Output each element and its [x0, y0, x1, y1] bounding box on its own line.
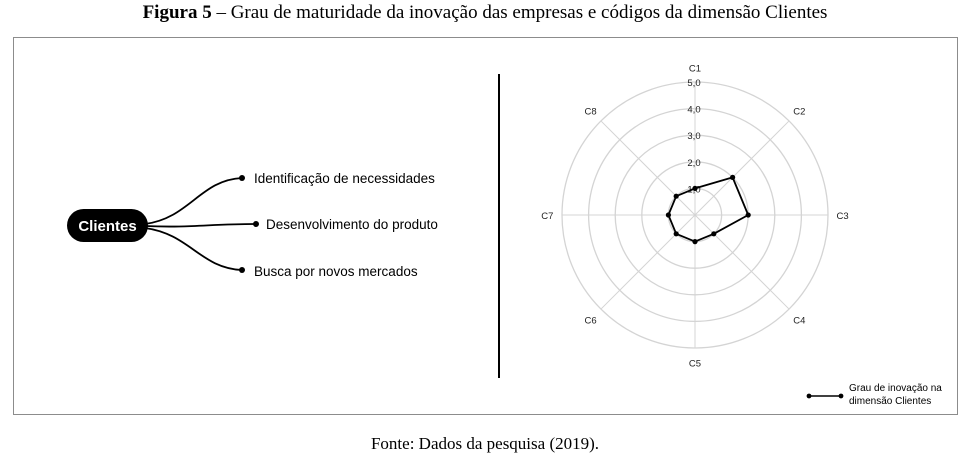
radar-ring-5 [561, 81, 829, 349]
branch-label-3: Busca por novos mercados [254, 264, 418, 279]
radar-point-c6 [673, 231, 679, 237]
figure-caption: Figura 5 – Grau de maturidade da inovaçã… [0, 2, 970, 24]
radar-tick-label: 3,0 [687, 131, 700, 142]
radar-axis-label-c7: C7 [541, 211, 553, 222]
figure-frame [13, 37, 958, 415]
radar-axis-label-c3: C3 [837, 211, 849, 222]
radar-spoke-c8 [600, 120, 696, 216]
legend-marker-right [838, 393, 844, 399]
branch-bullet-3 [239, 267, 245, 273]
branch-label-1: Identificação de necessidades [254, 171, 435, 186]
branch-bullet-2 [253, 221, 259, 227]
radar-ring-3 [614, 134, 776, 296]
figure-title: – Grau de maturidade da inovação das emp… [211, 2, 828, 23]
radar-tick-label: 5,0 [687, 78, 700, 89]
radar-point-c4 [711, 231, 717, 237]
root-node [67, 209, 148, 242]
legend-marker-left [806, 393, 812, 399]
chart-legend: Grau de inovação na dimensão Clientes [806, 383, 942, 407]
branch-connector-2 [144, 223, 256, 228]
mind-map: Clientes Identificação de necessidades D… [67, 171, 438, 279]
legend-label-line1: Grau de inovação na [849, 383, 942, 394]
source-note: Fonte: Dados da pesquisa (2019). [370, 434, 600, 453]
radar-axis-label-c8: C8 [585, 107, 597, 118]
radar-axis-label-c1: C1 [689, 63, 701, 74]
radar-spoke-c2 [694, 120, 790, 216]
radar-point-c1 [692, 185, 698, 191]
branch-label-2: Desenvolvimento do produto [266, 217, 438, 232]
branch-bullet-1 [239, 175, 245, 181]
radar-spoke-c4 [694, 214, 790, 310]
radar-tick-label: 2,0 [687, 158, 700, 169]
radar-point-c2 [730, 174, 736, 180]
radar-point-c5 [692, 239, 698, 245]
radar-axis-label-c4: C4 [793, 315, 805, 326]
radar-axis-label-c6: C6 [585, 315, 597, 326]
radar-axis-label-c5: C5 [689, 359, 701, 370]
radar-tick-label: 4,0 [687, 105, 700, 116]
figure-label: Figura 5 [142, 2, 212, 23]
radar-axis-label-c2: C2 [793, 107, 805, 118]
root-label: Clientes [78, 218, 136, 235]
branch-connector-3 [144, 227, 243, 271]
radar-series-line [667, 176, 750, 243]
radar-point-c8 [673, 193, 679, 199]
branch-connector-1 [144, 177, 243, 225]
radar-point-c3 [745, 212, 751, 218]
radar-ring-4 [587, 107, 803, 323]
radar-spoke-c6 [600, 214, 696, 310]
radar-point-c7 [665, 212, 672, 218]
legend-label-line2: dimensão Clientes [849, 396, 931, 407]
